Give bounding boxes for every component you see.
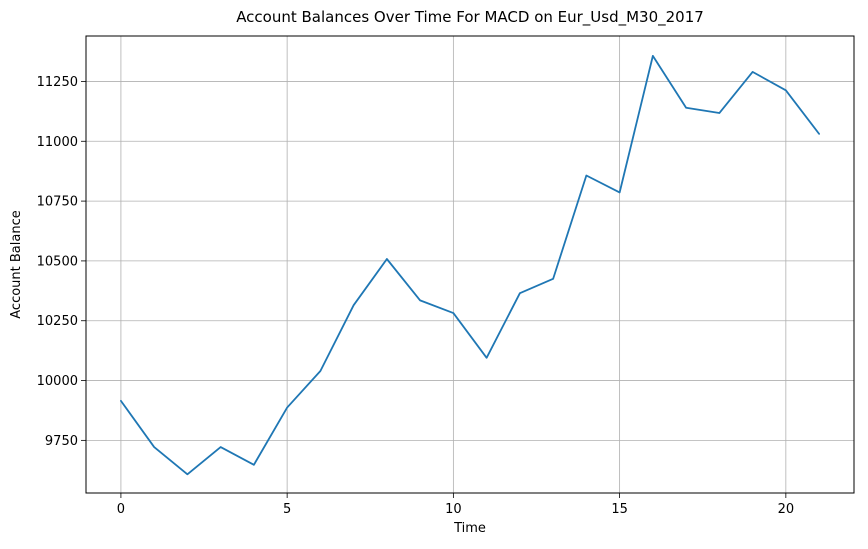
grid [86, 36, 854, 493]
y-tick-label: 9750 [45, 434, 78, 449]
y-tick-label: 11000 [37, 135, 78, 150]
series-line [121, 56, 819, 474]
y-tick-label: 10000 [37, 374, 78, 389]
y-tick-label: 10750 [37, 195, 78, 210]
y-tick-label: 11250 [37, 75, 78, 90]
y-tick-label: 10500 [37, 254, 78, 269]
x-axis-label: Time [453, 521, 486, 536]
y-axis-ticks: 9750 10000 10250 10500 10750 11000 11250 [37, 75, 86, 449]
x-tick-label: 10 [445, 502, 462, 517]
x-tick-label: 20 [778, 502, 795, 517]
series-layer [121, 56, 819, 474]
x-tick-label: 5 [283, 502, 291, 517]
y-axis-label: Account Balance [9, 210, 24, 318]
x-tick-label: 0 [117, 502, 125, 517]
plot-frame [86, 36, 854, 493]
chart-title: Account Balances Over Time For MACD on E… [236, 8, 704, 27]
x-axis-ticks: 0 5 10 15 20 [117, 493, 794, 517]
x-tick-label: 15 [611, 502, 628, 517]
y-tick-label: 10250 [37, 314, 78, 329]
